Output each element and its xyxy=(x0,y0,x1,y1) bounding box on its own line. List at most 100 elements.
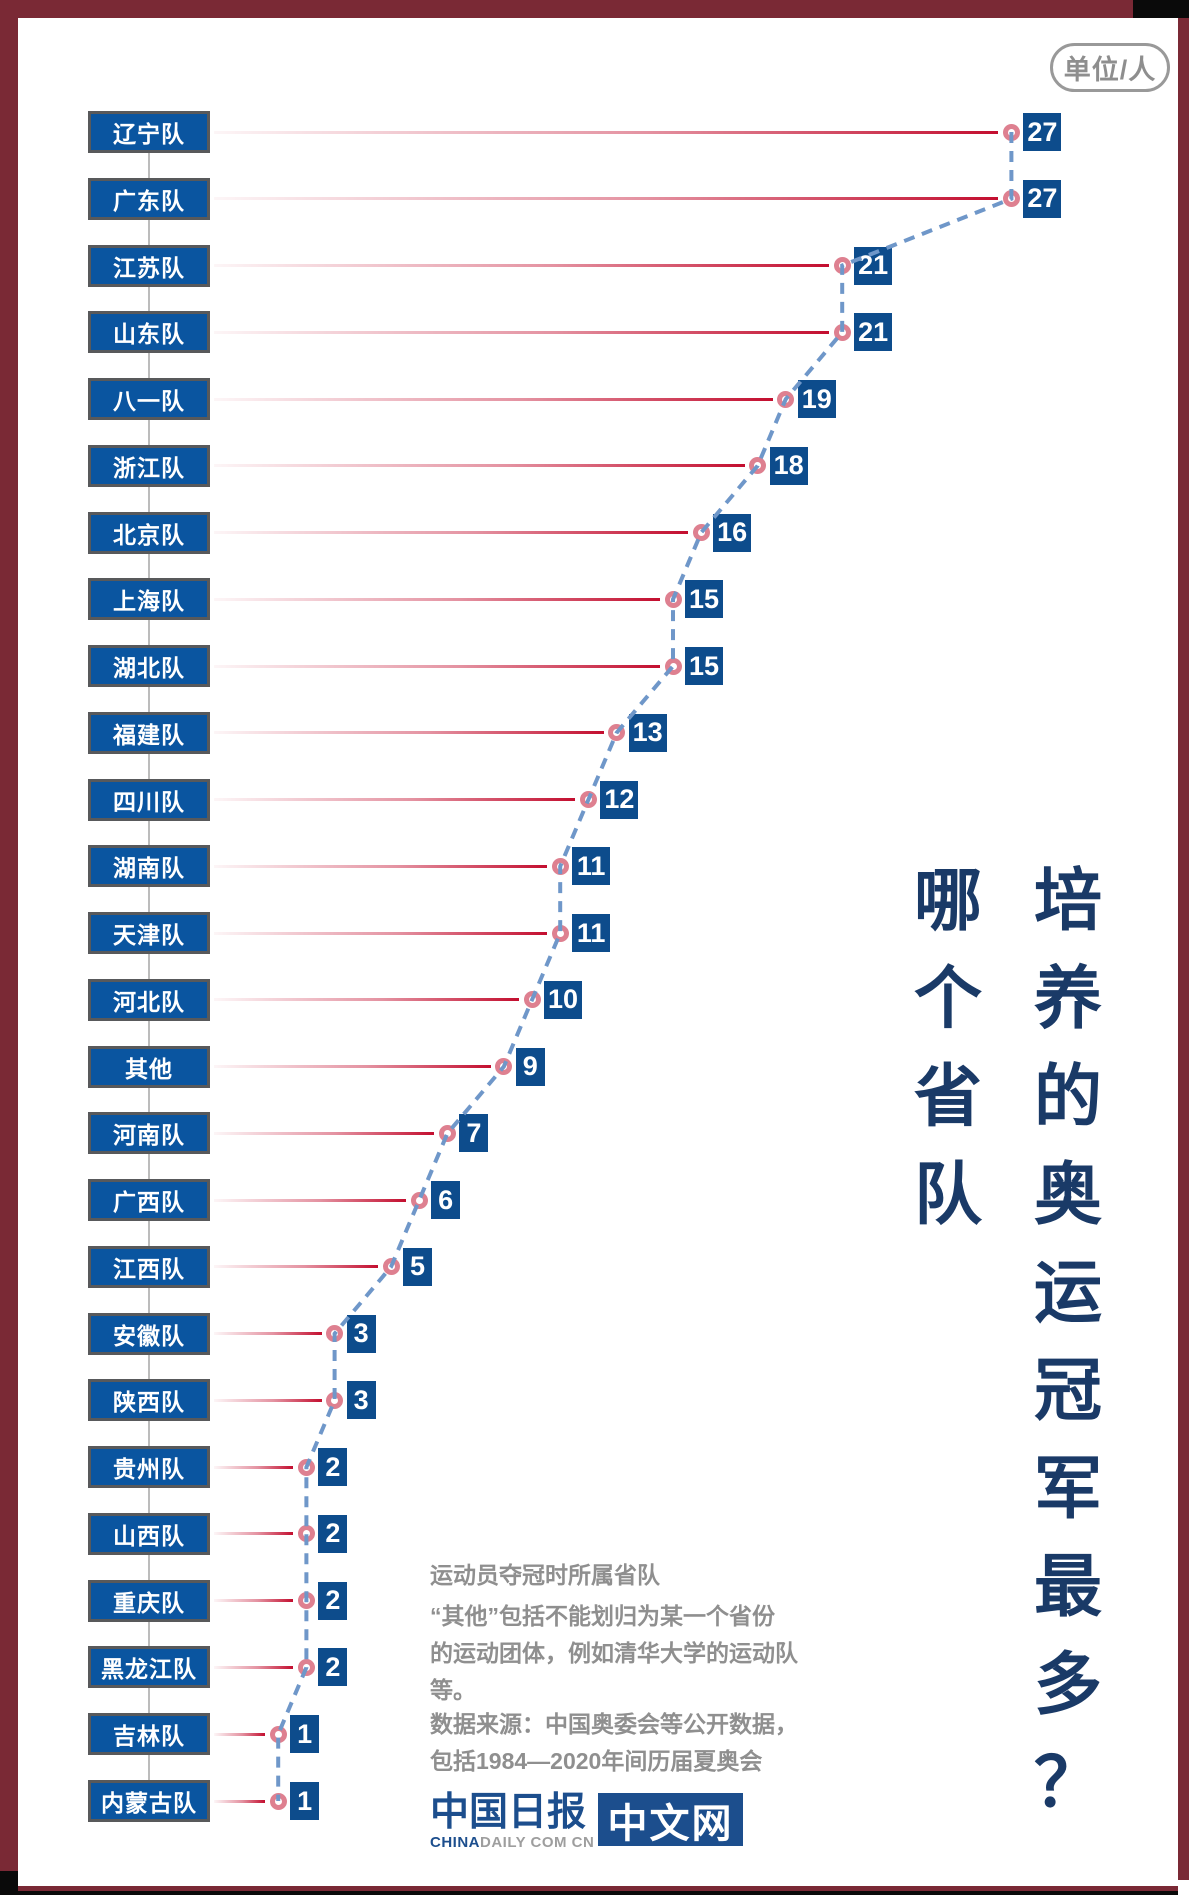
team-label: 北京队 xyxy=(88,511,210,554)
value-badge: 15 xyxy=(685,580,723,619)
data-point-dot xyxy=(438,1124,456,1142)
data-point-dot xyxy=(410,1191,428,1209)
value-badge: 3 xyxy=(346,1381,376,1420)
bar-line xyxy=(214,531,689,535)
value-badge: 11 xyxy=(572,847,611,886)
title-character: ？ xyxy=(1033,1745,1102,1821)
bar-line xyxy=(214,1265,378,1269)
title-character: 冠 xyxy=(1033,1353,1102,1429)
bar-line xyxy=(214,1732,266,1736)
title-character: 的 xyxy=(1033,1059,1102,1135)
frame-corner-bottom-left xyxy=(0,1871,18,1895)
team-label: 山东队 xyxy=(88,311,210,354)
value-badge: 11 xyxy=(572,914,611,953)
bar-line xyxy=(214,1065,491,1069)
team-label: 贵州队 xyxy=(88,1446,210,1489)
chinadaily-logo: 中国日报 CHINADAILY COM CN 中文网 xyxy=(430,1793,743,1851)
bar-line xyxy=(214,1198,407,1202)
team-label: 天津队 xyxy=(88,912,210,955)
value-badge: 1 xyxy=(290,1782,320,1820)
bar-line xyxy=(214,1398,322,1402)
team-label: 四川队 xyxy=(88,778,210,821)
value-badge: 2 xyxy=(318,1448,348,1487)
title-character: 个 xyxy=(913,961,982,1037)
team-label: 八一队 xyxy=(88,378,210,421)
team-label: 广东队 xyxy=(88,177,210,220)
title-character: 哪 xyxy=(913,863,982,939)
bar-line xyxy=(214,264,830,268)
bar-line xyxy=(214,130,999,134)
bar-line xyxy=(214,464,745,468)
frame-border-top xyxy=(0,0,1133,18)
frame-border-bottom-accent xyxy=(18,1891,1178,1895)
team-label: 湖北队 xyxy=(88,645,210,688)
value-badge: 27 xyxy=(1023,179,1062,218)
value-badge: 2 xyxy=(318,1514,348,1553)
team-label: 湖南队 xyxy=(88,845,210,888)
team-label: 浙江队 xyxy=(88,444,210,487)
note-definition: 运动员夺冠时所属省队 xyxy=(430,1562,660,1588)
bar-line xyxy=(214,1332,322,1336)
value-badge: 7 xyxy=(459,1114,489,1153)
bar-line xyxy=(214,597,660,601)
bar-line xyxy=(214,1465,294,1469)
team-label: 河南队 xyxy=(88,1112,210,1155)
bar-line xyxy=(214,731,604,735)
chinadaily-cn-site-badge: 中文网 xyxy=(598,1793,743,1846)
frame-border-bottom xyxy=(18,1886,1178,1891)
value-badge: 19 xyxy=(797,380,836,419)
team-label: 内蒙古队 xyxy=(88,1780,210,1822)
value-badge: 15 xyxy=(685,647,723,686)
value-badge: 13 xyxy=(628,713,667,752)
value-badge: 6 xyxy=(431,1181,461,1220)
frame-corner-top-right xyxy=(1133,0,1189,18)
team-label: 上海队 xyxy=(88,578,210,621)
team-label: 辽宁队 xyxy=(88,111,210,153)
bar-line xyxy=(214,1131,435,1135)
title-character: 培 xyxy=(1033,863,1102,939)
team-label: 广西队 xyxy=(88,1179,210,1222)
chinadaily-logo-url-strong: CHINA xyxy=(430,1834,480,1851)
title-character: 多 xyxy=(1033,1647,1102,1723)
page-title-column-left: 哪个省队 xyxy=(912,866,984,1230)
value-badge: 16 xyxy=(713,513,752,552)
bar-line xyxy=(214,664,660,668)
chinadaily-logo-wordmark: 中国日报 xyxy=(430,1791,587,1834)
unit-badge: 单位/人 xyxy=(1050,43,1170,92)
bar-line xyxy=(214,197,999,201)
team-label: 重庆队 xyxy=(88,1579,210,1622)
frame-border-right xyxy=(1178,18,1189,1880)
chinadaily-logo-url: CHINADAILY COM CN xyxy=(430,1834,594,1851)
value-badge: 3 xyxy=(346,1314,376,1353)
bar-line xyxy=(214,931,548,935)
bar-line xyxy=(214,1665,294,1669)
title-character: 最 xyxy=(1033,1549,1102,1625)
team-label: 江苏队 xyxy=(88,244,210,287)
team-label: 吉林队 xyxy=(88,1713,210,1756)
value-badge: 21 xyxy=(854,313,893,352)
value-badge: 12 xyxy=(600,780,639,819)
value-badge: 2 xyxy=(318,1581,348,1620)
chinadaily-logo-url-rest: DAILY COM CN xyxy=(480,1834,595,1851)
value-badge: 10 xyxy=(544,980,582,1019)
bar-line xyxy=(214,798,576,802)
value-badge: 2 xyxy=(318,1648,348,1687)
title-character: 奥 xyxy=(1033,1157,1102,1233)
team-label: 其他 xyxy=(88,1045,210,1088)
note-others-explanation: “其他”包括不能划归为某一个省份 的运动团体，例如清华大学的运动队 等。 xyxy=(430,1603,798,1703)
value-badge: 1 xyxy=(290,1715,320,1754)
team-label: 江西队 xyxy=(88,1245,210,1288)
team-label: 黑龙江队 xyxy=(88,1646,210,1689)
value-badge: 5 xyxy=(403,1247,432,1286)
team-label: 河北队 xyxy=(88,978,210,1021)
title-character: 运 xyxy=(1033,1255,1102,1331)
label-connector-line xyxy=(148,132,150,1801)
team-label: 山西队 xyxy=(88,1512,210,1555)
bar-line xyxy=(214,998,519,1002)
chinadaily-logo-cn: 中国日报 CHINADAILY COM CN xyxy=(430,1791,594,1852)
bar-line xyxy=(214,1799,266,1803)
team-label: 福建队 xyxy=(88,711,210,754)
